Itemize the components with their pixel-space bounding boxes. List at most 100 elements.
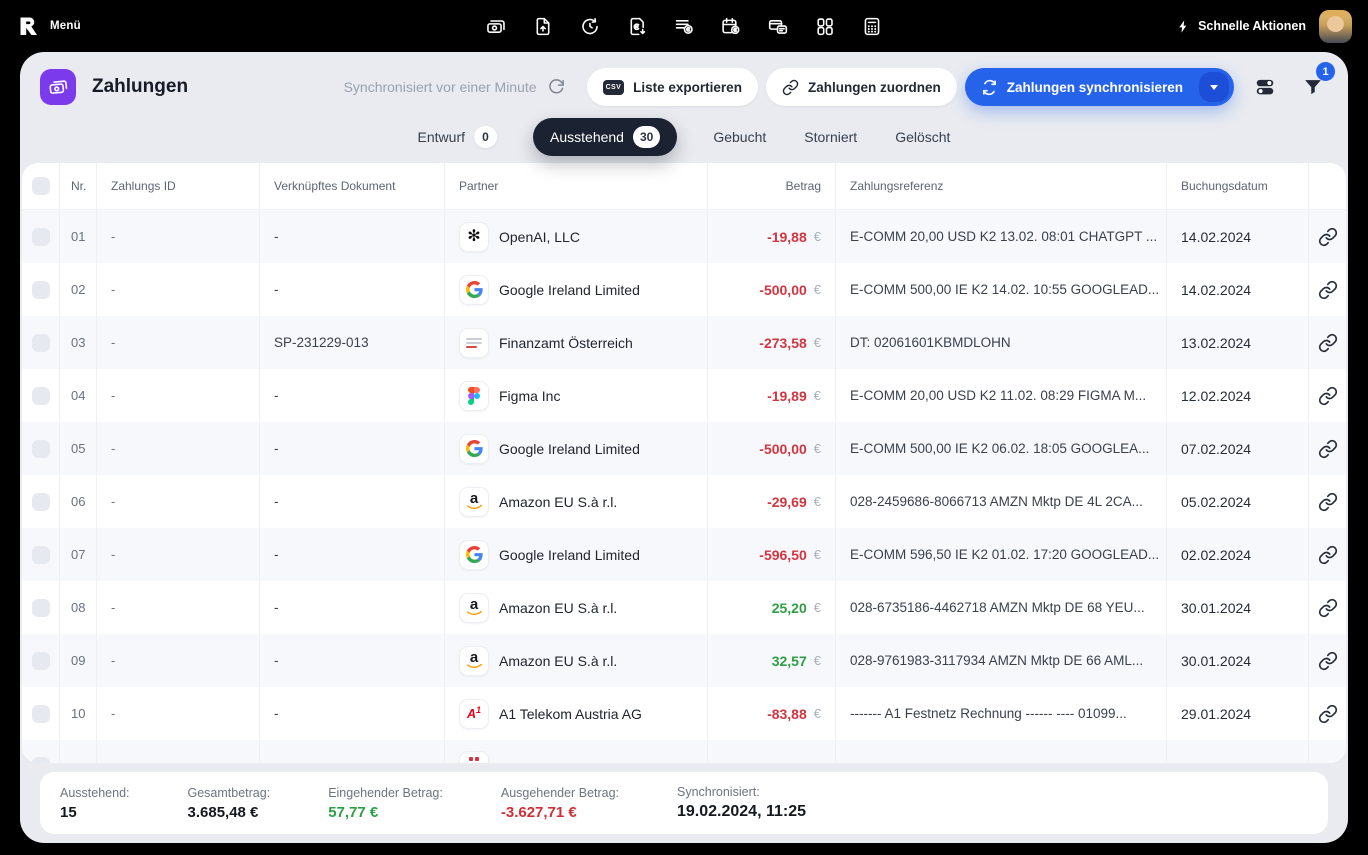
row-checkbox[interactable] [31, 333, 50, 352]
link-payment-button[interactable] [1318, 333, 1338, 353]
google-logo [459, 539, 489, 570]
apps-grid-icon[interactable] [815, 16, 836, 37]
menu-button[interactable]: Menü [50, 20, 81, 32]
booking-date: 12.02.2024 [1181, 387, 1252, 404]
link-icon [1318, 333, 1337, 352]
link-payment-button[interactable] [1318, 439, 1338, 459]
row-checkbox[interactable] [31, 439, 50, 458]
table-row[interactable]: 04 - - Figma Inc -19,89 € E-COMM 20,00 U… [22, 369, 1346, 422]
link-payment-button[interactable] [1318, 227, 1338, 247]
export-list-button[interactable]: CSV Liste exportieren [586, 68, 758, 106]
status-tabs: Entwurf 0 Ausstehend 30 Gebucht Storniert … [20, 110, 1348, 163]
row-checkbox[interactable] [31, 492, 50, 511]
recurring-time-icon[interactable] [580, 16, 601, 37]
payment-id: - [111, 388, 116, 403]
card-transfer-icon[interactable] [768, 16, 789, 37]
amount-value: -500,00 [759, 440, 807, 457]
tab-gebucht[interactable]: Gebucht [713, 128, 767, 145]
select-all-checkbox[interactable] [31, 177, 50, 195]
table-row[interactable]: 01 - - ✻ OpenAI, LLC -19,88 € E-COMM 20,… [22, 210, 1346, 263]
row-checkbox[interactable] [31, 651, 50, 670]
link-payment-button[interactable] [1318, 386, 1338, 406]
calculator-icon[interactable] [862, 16, 883, 37]
link-icon [1318, 651, 1337, 670]
payment-reference: 028-9761983-3117934 AMZN Mktp DE 66 AML.… [850, 653, 1144, 668]
row-checkbox[interactable] [31, 545, 50, 564]
tab-storniert[interactable]: Storniert [804, 128, 858, 145]
sync-icon [982, 79, 996, 95]
table-row[interactable]: 08 - - a Amazon EU S.à r.l. 25,20 € 028-… [22, 581, 1346, 634]
table-row[interactable]: 05 - - Google Ireland Limited -500,00 € … [22, 422, 1346, 475]
link-icon [1318, 704, 1337, 723]
booking-date: 05.02.2024 [1181, 493, 1252, 510]
payment-id: - [111, 600, 116, 615]
link-payment-button[interactable] [1318, 704, 1338, 724]
currency-symbol: € [813, 388, 821, 403]
row-checkbox[interactable] [31, 280, 50, 299]
payment-id: - [111, 653, 116, 668]
table-settings-button[interactable] [1252, 74, 1278, 100]
quick-actions-button[interactable]: Schnelle Aktionen [1176, 19, 1306, 34]
row-checkbox[interactable] [31, 757, 50, 763]
table-row[interactable]: 02 - - Google Ireland Limited -500,00 € … [22, 263, 1346, 316]
table-header: Nr. Zahlungs ID Verknüpftes Dokument Par… [22, 163, 1346, 210]
sync-payments-button[interactable]: Zahlungen synchronisieren [964, 68, 1234, 106]
table-row[interactable]: 06 - - a Amazon EU S.à r.l. -29,69 € 028… [22, 475, 1346, 528]
payment-reference: DT: 02061601KBMDLOHN [850, 335, 1011, 350]
avatar[interactable] [1319, 9, 1352, 43]
row-number: 06 [71, 494, 86, 509]
tab-geloescht[interactable]: Gelöscht [895, 128, 951, 145]
partner-name: Google Ireland Limited [499, 281, 640, 298]
table-body: 01 - - ✻ OpenAI, LLC -19,88 € E-COMM 20,… [22, 210, 1346, 763]
amount-value: -596,50 [759, 546, 807, 563]
topbar: Menü Schnelle Aktionen [0, 0, 1368, 52]
list-coin-icon[interactable] [674, 16, 695, 37]
tab-ausstehend[interactable]: Ausstehend 30 [533, 117, 678, 156]
booking-date: 07.02.2024 [1181, 440, 1252, 457]
row-checkbox[interactable] [31, 598, 50, 617]
amount-value: -29,69 [767, 493, 807, 510]
refresh-icon[interactable] [547, 78, 565, 96]
payments-table: Nr. Zahlungs ID Verknüpftes Dokument Par… [22, 163, 1346, 763]
finanzamt-logo [459, 327, 489, 358]
link-payment-button[interactable] [1318, 651, 1338, 671]
row-number: 03 [71, 335, 86, 350]
sync-dropdown-button[interactable] [1199, 72, 1229, 102]
document-sync-icon[interactable] [533, 16, 554, 37]
app-logo[interactable] [16, 14, 40, 38]
row-checkbox[interactable] [31, 386, 50, 405]
table-row[interactable]: 03 - SP-231229-013 Finanzamt Österreich … [22, 316, 1346, 369]
partner-name: Google Ireland Limited [499, 546, 640, 563]
assign-payments-button[interactable]: Zahlungen zuordnen [765, 68, 957, 106]
link-payment-button[interactable] [1318, 598, 1338, 618]
row-checkbox[interactable] [31, 704, 50, 723]
linked-document: SP-231229-013 [274, 335, 369, 350]
table-row[interactable]: 09 - - a Amazon EU S.à r.l. 32,57 € 028-… [22, 634, 1346, 687]
partner-logo [459, 751, 489, 763]
booking-date: 30.01.2024 [1181, 599, 1252, 616]
table-row-partial [22, 740, 1346, 763]
tab-entwurf[interactable]: Entwurf 0 [416, 118, 499, 156]
linked-document: - [274, 653, 279, 668]
link-payment-button[interactable] [1318, 280, 1338, 300]
link-icon [1318, 280, 1337, 299]
stat-outstanding: Ausstehend: 15 [60, 785, 130, 821]
payments-icon[interactable] [486, 16, 507, 37]
linked-document: - [274, 600, 279, 615]
page-title: Zahlungen [92, 76, 189, 97]
link-payment-button[interactable] [1318, 492, 1338, 512]
filter-button[interactable]: 1 [1300, 62, 1335, 100]
table-row[interactable]: 10 - - A1 A1 Telekom Austria AG -83,88 €… [22, 687, 1346, 740]
calendar-coin-icon[interactable] [721, 16, 742, 37]
table-row[interactable]: 07 - - Google Ireland Limited -596,50 € … [22, 528, 1346, 581]
invoice-euro-icon[interactable] [627, 16, 648, 37]
payment-id: - [111, 706, 116, 721]
currency-symbol: € [813, 441, 821, 456]
currency-symbol: € [813, 229, 821, 244]
col-booking-date: Buchungsdatum [1167, 163, 1309, 209]
stat-incoming-amount: Eingehender Betrag: 57,77 € [328, 785, 443, 821]
link-payment-button[interactable] [1318, 545, 1338, 565]
stat-outgoing-amount: Ausgehender Betrag: -3.627,71 € [500, 785, 619, 821]
row-checkbox[interactable] [31, 227, 50, 246]
currency-symbol: € [813, 706, 821, 721]
